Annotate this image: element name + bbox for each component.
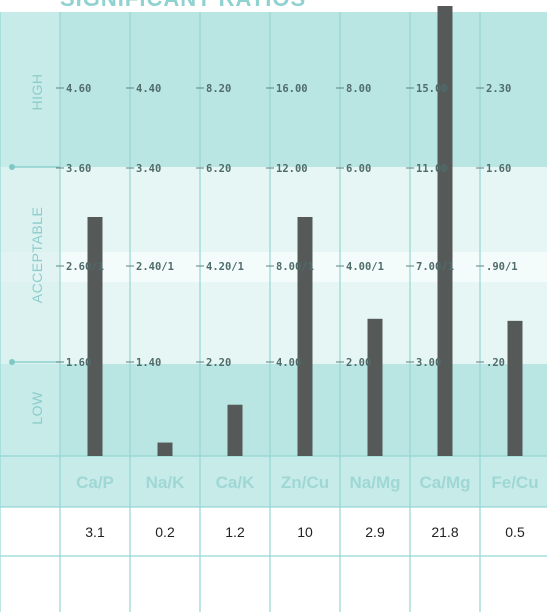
level-label-high: 16.00 <box>276 83 308 95</box>
band-acceptable-lower <box>0 282 547 364</box>
bar-fe-cu <box>507 320 523 456</box>
level-label-upper-acceptable: 3.40 <box>136 163 161 175</box>
level-label-lower-acceptable: 3.00 <box>416 357 441 369</box>
level-label-upper-acceptable: 6.20 <box>206 163 231 175</box>
level-label-lower-acceptable: 1.40 <box>136 357 161 369</box>
level-label-lower-acceptable: 2.00 <box>346 357 371 369</box>
level-label-upper-acceptable: 3.60 <box>66 163 91 175</box>
level-label-ideal: 7.00/1 <box>416 261 454 273</box>
level-label-lower-acceptable: 4.00 <box>276 357 301 369</box>
category-label: Ca/P <box>76 473 114 492</box>
chart-title: SIGNIFICANT RATIOS <box>60 0 306 11</box>
level-label-high: 4.60 <box>66 83 91 95</box>
level-label-ideal: 4.00/1 <box>346 261 384 273</box>
band-label-panel <box>0 12 60 456</box>
bar-zn-cu <box>297 217 313 456</box>
category-label: Ca/K <box>216 473 255 492</box>
chart-labels: SIGNIFICANT RATIOS HIGH ACCEPTABLE LOW 4.60 4… <box>29 0 539 540</box>
value-label: 1.2 <box>225 524 245 540</box>
level-label-upper-acceptable: 6.00 <box>346 163 371 175</box>
category-label: Zn/Cu <box>281 473 329 492</box>
title-strip <box>0 0 547 12</box>
value-label: 10 <box>297 524 313 540</box>
value-label: 3.1 <box>85 524 105 540</box>
level-label-ideal: 2.60/1 <box>66 261 104 273</box>
bar-ca-k <box>227 404 243 456</box>
level-label-ideal: 4.20/1 <box>206 261 244 273</box>
bar-ca-mg <box>437 6 453 456</box>
category-label: Na/Mg <box>350 473 401 492</box>
category-label: Ca/Mg <box>420 473 471 492</box>
bars <box>87 6 523 456</box>
level-label-ideal: 8.00/1 <box>276 261 314 273</box>
category-label: Fe/Cu <box>491 473 538 492</box>
category-row-bg <box>0 456 547 507</box>
level-label-high: 8.20 <box>206 83 231 95</box>
bar-na-k <box>157 442 173 456</box>
value-label: 21.8 <box>431 524 458 540</box>
category-label: Na/K <box>146 473 185 492</box>
value-label: 0.5 <box>505 524 525 540</box>
band-low <box>0 364 547 456</box>
level-label-lower-acceptable: 2.20 <box>206 357 231 369</box>
level-label-high: 4.40 <box>136 83 161 95</box>
bar-ca-p <box>87 217 103 456</box>
band-label-low: LOW <box>29 391 45 425</box>
level-label-high: 8.00 <box>346 83 371 95</box>
value-label: 0.2 <box>155 524 175 540</box>
bar-na-mg <box>367 318 383 456</box>
value-label: 2.9 <box>365 524 385 540</box>
level-label-ideal: .90/1 <box>486 261 518 273</box>
level-label-lower-acceptable: 1.60 <box>66 357 91 369</box>
level-label-upper-acceptable: 12.00 <box>276 163 308 175</box>
band-label-high: HIGH <box>29 74 45 111</box>
level-label-lower-acceptable: .20 <box>486 357 505 369</box>
band-marker-dot <box>9 164 15 170</box>
band-label-acceptable: ACCEPTABLE <box>29 207 45 304</box>
level-label-upper-acceptable: 1.60 <box>486 163 511 175</box>
band-high <box>0 12 547 167</box>
band-acceptable-upper <box>0 167 547 252</box>
level-label-ideal: 2.40/1 <box>136 261 174 273</box>
level-label-high: 2.30 <box>486 83 511 95</box>
level-label-upper-acceptable: 11.00 <box>416 163 448 175</box>
band-marker-dot <box>9 359 15 365</box>
level-label-high: 15.00 <box>416 83 448 95</box>
